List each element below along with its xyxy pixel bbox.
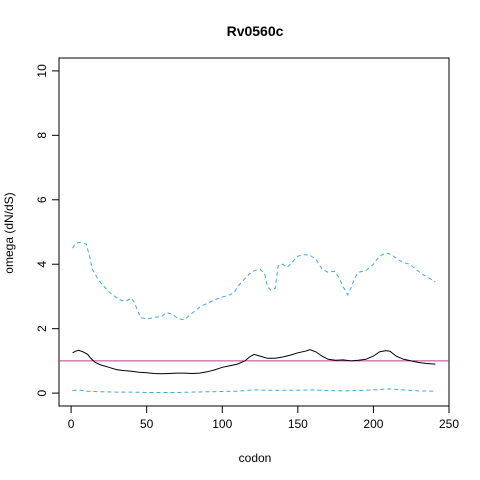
x-tick-label: 150 [288,417,308,431]
series-layer [72,241,436,393]
x-tick-label: 100 [212,417,232,431]
x-axis-label: codon [239,451,272,465]
y-axis: 0 2 4 6 8 10 [35,64,59,396]
x-tick-label: 0 [68,417,75,431]
y-tick-label: 8 [35,132,49,139]
chart-title: Rv0560c [227,23,284,39]
series-line-3 [72,388,436,393]
y-tick-label: 0 [35,389,49,396]
y-tick-label: 4 [35,261,49,268]
x-tick-label: 50 [140,417,154,431]
y-axis-label: omega (dN/dS) [2,192,16,273]
y-tick-label: 2 [35,325,49,332]
x-axis: 0 50 100 150 200 250 [68,405,459,431]
y-tick-label: 6 [35,196,49,203]
series-line-2 [72,241,436,321]
x-tick-label: 250 [439,417,459,431]
x-tick-label: 200 [363,417,383,431]
series-line-1 [72,349,436,375]
plot-frame [58,57,450,407]
y-tick-label: 10 [35,64,49,78]
